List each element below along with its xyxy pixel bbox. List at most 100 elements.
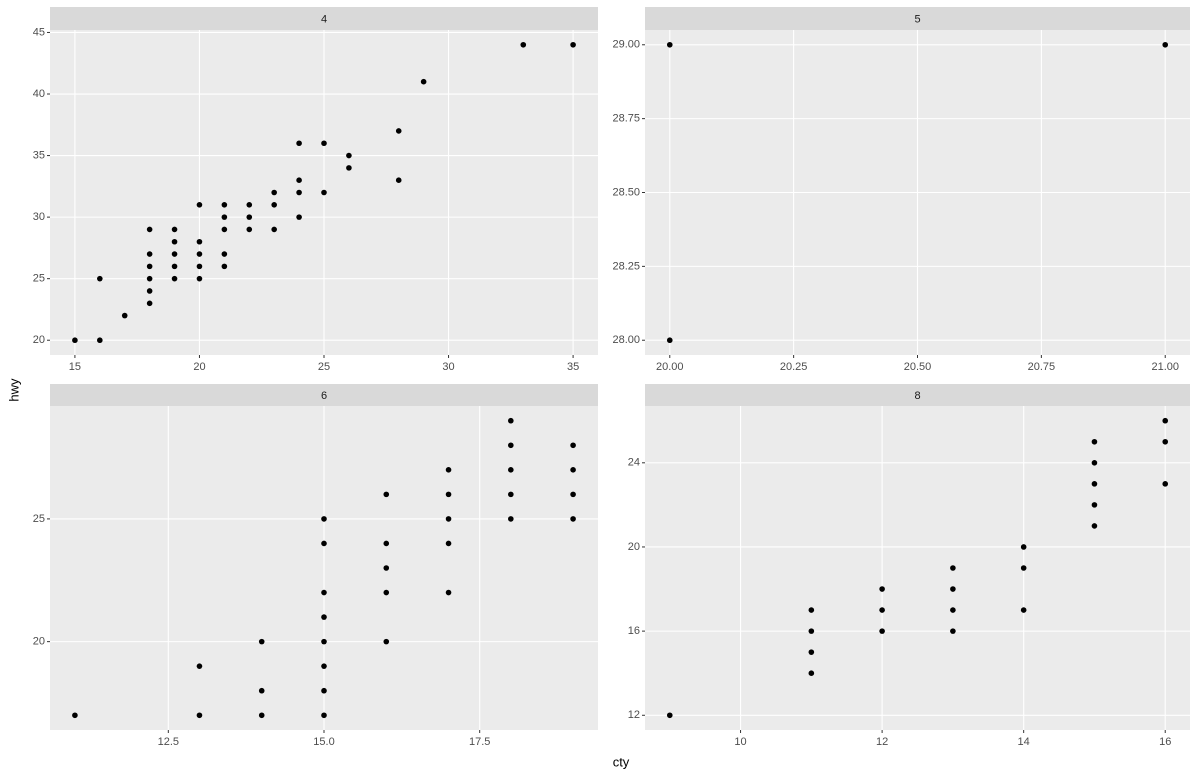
point: [570, 467, 576, 473]
point: [383, 491, 390, 498]
point: [445, 589, 452, 596]
x-tick-label: 17.5: [469, 736, 490, 748]
strip: [50, 7, 598, 30]
point: [246, 202, 253, 208]
point: [1162, 438, 1169, 445]
point: [321, 589, 327, 596]
point: [171, 251, 178, 257]
point: [420, 78, 427, 85]
point: [221, 214, 228, 220]
point: [1020, 565, 1027, 571]
point: [808, 649, 815, 655]
point: [666, 712, 673, 719]
point: [383, 589, 390, 596]
x-tick-label: 15: [69, 361, 81, 373]
x-tick-label: 20.75: [1028, 361, 1056, 373]
point: [346, 165, 352, 171]
point: [395, 177, 402, 183]
y-tick-label: 35: [33, 149, 45, 161]
point: [72, 712, 78, 719]
point: [271, 202, 277, 208]
point: [508, 516, 514, 522]
point: [296, 177, 302, 183]
point: [321, 663, 327, 669]
x-tick-label: 20.25: [780, 361, 808, 373]
point: [97, 275, 103, 282]
point: [296, 140, 302, 147]
y-tick-label: 30: [33, 211, 45, 223]
point: [879, 607, 885, 613]
point: [383, 638, 390, 645]
strip: [50, 384, 598, 406]
y-tick-label: 28.75: [612, 113, 640, 125]
point: [258, 687, 265, 694]
strip-label: 8: [914, 390, 920, 402]
x-tick-label: 30: [442, 361, 454, 373]
point: [196, 202, 203, 208]
x-tick-label: 21.00: [1151, 361, 1179, 373]
point: [808, 628, 815, 634]
point: [879, 628, 885, 634]
y-tick-label: 45: [33, 26, 45, 38]
point: [1091, 438, 1098, 445]
point: [196, 275, 203, 282]
y-tick-label: 25: [33, 273, 45, 285]
point: [258, 712, 265, 719]
y-tick-label: 20: [628, 541, 640, 553]
point: [196, 263, 203, 270]
strip-label: 4: [321, 13, 327, 25]
y-tick-label: 40: [33, 88, 45, 100]
point: [196, 712, 203, 719]
point: [97, 337, 103, 344]
point: [146, 300, 153, 307]
point: [321, 540, 327, 547]
y-tick-label: 12: [628, 709, 640, 721]
point: [258, 638, 265, 645]
point: [271, 226, 277, 233]
strip-label: 6: [321, 390, 327, 402]
x-tick-label: 20.00: [656, 361, 684, 373]
point: [171, 263, 178, 270]
point: [346, 152, 352, 159]
point: [666, 337, 673, 344]
x-tick-label: 15.0: [313, 736, 334, 748]
point: [1162, 481, 1169, 487]
y-tick-label: 20: [33, 334, 45, 346]
point: [146, 263, 153, 270]
point: [808, 607, 815, 613]
point: [508, 467, 514, 473]
point: [950, 607, 956, 613]
point: [321, 189, 327, 196]
point: [146, 275, 153, 282]
point: [196, 238, 203, 245]
y-tick-label: 25: [33, 513, 45, 525]
point: [1162, 417, 1169, 424]
point: [508, 491, 514, 498]
point: [445, 516, 452, 522]
point: [1091, 481, 1098, 487]
point: [146, 251, 153, 257]
point: [171, 226, 178, 233]
strip: [645, 384, 1190, 406]
point: [666, 41, 673, 48]
point: [321, 516, 327, 522]
x-tick-label: 20: [193, 361, 205, 373]
x-axis-title: cty: [613, 754, 630, 769]
point: [383, 540, 390, 547]
point: [221, 202, 228, 208]
y-tick-label: 28.25: [612, 260, 640, 272]
point: [171, 275, 178, 282]
point: [383, 565, 390, 571]
y-tick-label: 28.00: [612, 334, 640, 346]
point: [950, 565, 956, 571]
point: [808, 670, 815, 676]
point: [321, 140, 327, 147]
point: [1091, 502, 1098, 508]
x-tick-label: 16: [1159, 736, 1171, 748]
y-tick-label: 28.50: [612, 186, 640, 198]
panel: [645, 406, 1190, 730]
x-tick-label: 35: [567, 361, 579, 373]
y-axis-title: hwy: [6, 378, 21, 402]
point: [445, 540, 452, 547]
